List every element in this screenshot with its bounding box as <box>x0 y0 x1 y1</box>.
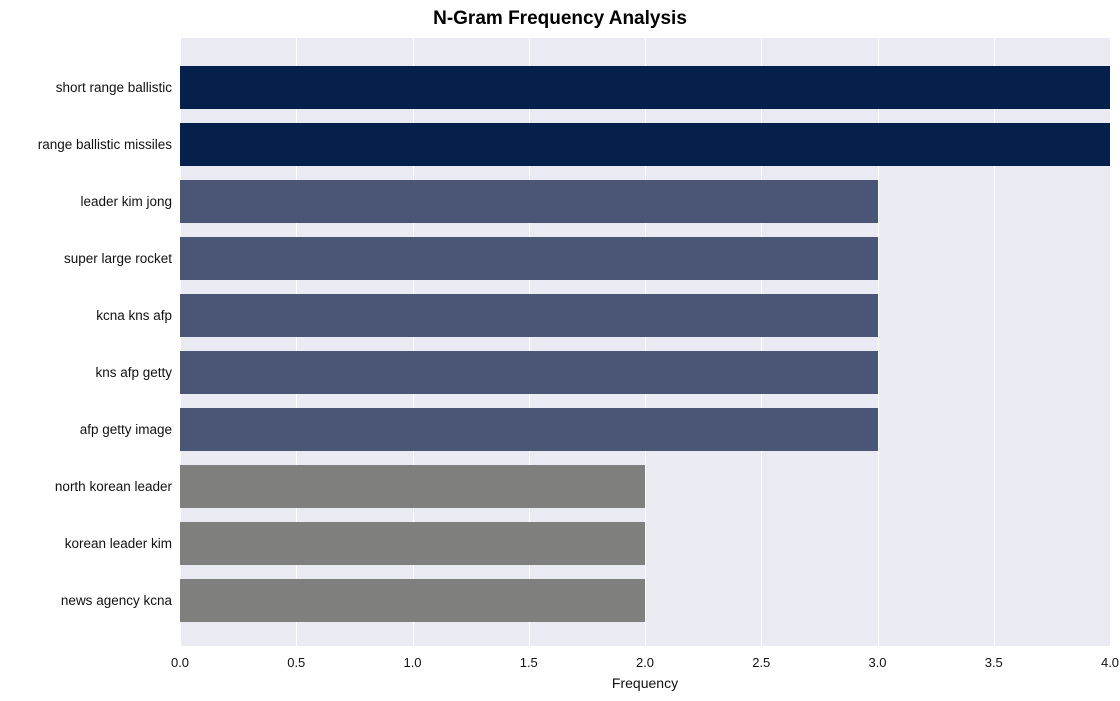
bar <box>180 294 878 337</box>
y-tick-label: range ballistic missiles <box>2 138 172 152</box>
bar-row <box>180 465 645 508</box>
bar <box>180 579 645 622</box>
bar-row <box>180 294 878 337</box>
y-tick-label: short range ballistic <box>2 81 172 95</box>
y-tick-label: leader kim jong <box>2 195 172 209</box>
x-tick-label: 3.0 <box>868 655 886 670</box>
x-tick-label: 1.0 <box>403 655 421 670</box>
plot-area <box>180 38 1110 646</box>
bar <box>180 351 878 394</box>
y-tick-label: north korean leader <box>2 480 172 494</box>
x-axis-label: Frequency <box>180 675 1110 691</box>
ngram-chart: N-Gram Frequency Analysis Frequency 0.0 0… <box>0 0 1120 701</box>
bar <box>180 465 645 508</box>
x-tick-label: 1.5 <box>520 655 538 670</box>
bar-row <box>180 351 878 394</box>
y-tick-label: afp getty image <box>2 423 172 437</box>
bar-row <box>180 579 645 622</box>
y-tick-label: super large rocket <box>2 252 172 266</box>
bar-row <box>180 408 878 451</box>
bar-row <box>180 522 645 565</box>
bar-row <box>180 237 878 280</box>
bar <box>180 123 1110 166</box>
x-tick-label: 2.5 <box>752 655 770 670</box>
x-tick-label: 0.5 <box>287 655 305 670</box>
chart-title: N-Gram Frequency Analysis <box>0 8 1120 30</box>
bar <box>180 408 878 451</box>
bar <box>180 237 878 280</box>
bar <box>180 180 878 223</box>
x-tick-label: 3.5 <box>985 655 1003 670</box>
y-tick-label: kcna kns afp <box>2 309 172 323</box>
y-tick-label: kns afp getty <box>2 366 172 380</box>
x-tick-label: 2.0 <box>636 655 654 670</box>
gridline <box>1110 38 1111 646</box>
bar-row <box>180 123 1110 166</box>
x-tick-label: 4.0 <box>1101 655 1119 670</box>
bar-row <box>180 180 878 223</box>
bar <box>180 66 1110 109</box>
bar-row <box>180 66 1110 109</box>
x-tick-label: 0.0 <box>171 655 189 670</box>
bar <box>180 522 645 565</box>
y-tick-label: korean leader kim <box>2 537 172 551</box>
y-tick-label: news agency kcna <box>2 594 172 608</box>
